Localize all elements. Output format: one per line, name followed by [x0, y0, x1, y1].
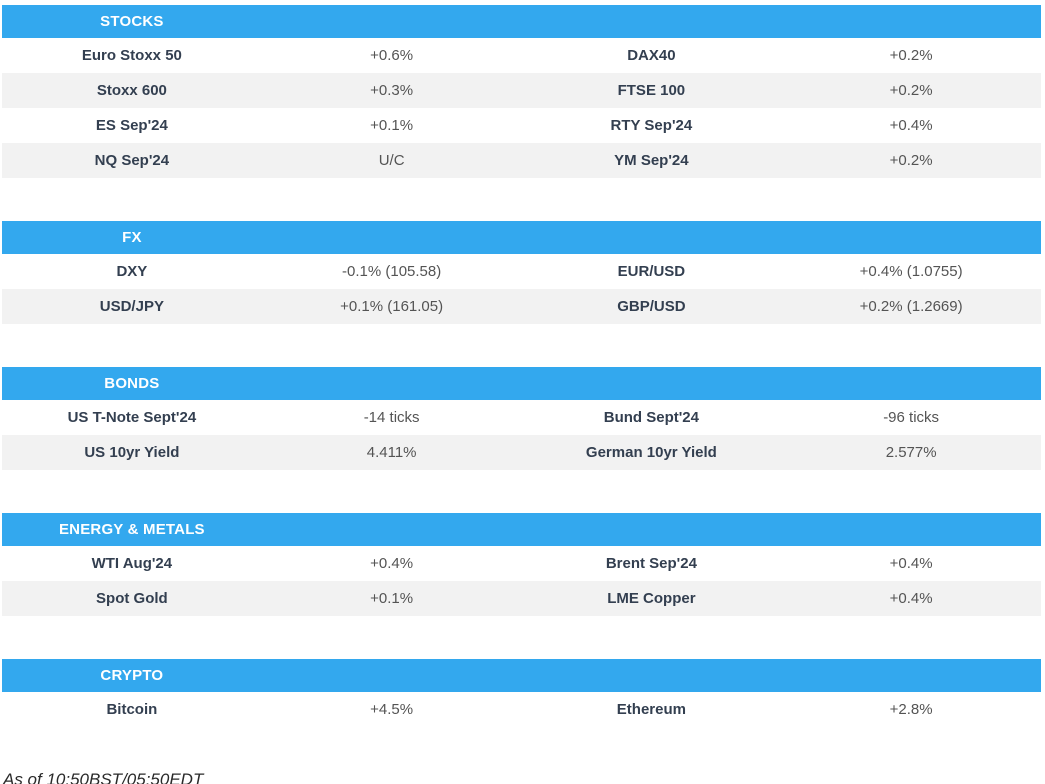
- instrument-label: Euro Stoxx 50: [81, 47, 182, 64]
- instrument-value: +0.6%: [370, 47, 414, 64]
- instrument-value: +0.4%: [889, 555, 933, 572]
- instrument-label: Stoxx 600: [96, 82, 167, 99]
- instrument-label: German 10yr Yield: [585, 444, 717, 461]
- section-energy-metals: ENERGY & METALS WTI Aug'24 +0.4% Brent S…: [2, 513, 1041, 616]
- instrument-value: +4.5%: [370, 701, 414, 718]
- section-header-energy-metals: ENERGY & METALS: [2, 513, 1041, 546]
- instrument-label: ES Sep'24: [95, 117, 168, 134]
- instrument-value: -14 ticks: [363, 409, 420, 426]
- section-crypto: CRYPTO Bitcoin +4.5% Ethereum +2.8%: [2, 659, 1041, 727]
- instrument-label: Bitcoin: [106, 701, 158, 718]
- section-title: ENERGY & METALS: [58, 521, 205, 538]
- instrument-label: Bund Sept'24: [603, 409, 699, 426]
- instrument-value: +0.2%: [889, 152, 933, 169]
- table-row: Euro Stoxx 50 +0.6% DAX40 +0.2%: [2, 38, 1041, 73]
- section-header-crypto: CRYPTO: [2, 659, 1041, 692]
- instrument-label: NQ Sep'24: [94, 152, 170, 169]
- instrument-value: -96 ticks: [883, 409, 940, 426]
- section-title: FX: [122, 229, 142, 246]
- instrument-label: FTSE 100: [617, 82, 686, 99]
- instrument-value: +2.8%: [889, 701, 933, 718]
- instrument-value: 2.577%: [885, 444, 937, 461]
- instrument-value: +0.2%: [889, 82, 933, 99]
- table-row: Spot Gold +0.1% LME Copper +0.4%: [2, 581, 1041, 616]
- instrument-value: +0.2%: [889, 47, 933, 64]
- table-row: Bitcoin +4.5% Ethereum +2.8%: [2, 692, 1041, 727]
- instrument-label: Brent Sep'24: [605, 555, 697, 572]
- instrument-label: Spot Gold: [96, 590, 168, 607]
- instrument-value: +0.4%: [370, 555, 414, 572]
- section-title: STOCKS: [100, 13, 164, 30]
- instrument-label: YM Sep'24: [614, 152, 689, 169]
- instrument-label: Ethereum: [616, 701, 686, 718]
- table-row: WTI Aug'24 +0.4% Brent Sep'24 +0.4%: [2, 546, 1041, 581]
- instrument-label: EUR/USD: [617, 263, 686, 280]
- instrument-label: USD/JPY: [99, 298, 164, 315]
- instrument-value: +0.1%: [370, 117, 414, 134]
- section-header-bonds: BONDS: [2, 367, 1041, 400]
- instrument-value: +0.1% (161.05): [340, 298, 444, 315]
- instrument-label: DAX40: [627, 47, 676, 64]
- section-fx: FX DXY -0.1% (105.58) EUR/USD +0.4% (1.0…: [2, 221, 1041, 324]
- instrument-label: LME Copper: [607, 590, 696, 607]
- instrument-value: +0.3%: [370, 82, 414, 99]
- instrument-label: RTY Sep'24: [610, 117, 693, 134]
- table-row: USD/JPY +0.1% (161.05) GBP/USD +0.2% (1.…: [2, 289, 1041, 324]
- table-row: US 10yr Yield 4.411% German 10yr Yield 2…: [2, 435, 1041, 470]
- table-row: NQ Sep'24 U/C YM Sep'24 +0.2%: [2, 143, 1041, 178]
- instrument-label: US 10yr Yield: [84, 444, 180, 461]
- instrument-value: +0.4% (1.0755): [859, 263, 963, 280]
- table-row: ES Sep'24 +0.1% RTY Sep'24 +0.4%: [2, 108, 1041, 143]
- as-of-timestamp: As of 10:50BST/05:50EDT: [3, 770, 204, 784]
- instrument-value: U/C: [378, 152, 405, 169]
- section-bonds: BONDS US T-Note Sept'24 -14 ticks Bund S…: [2, 367, 1041, 470]
- section-title: BONDS: [104, 375, 160, 392]
- instrument-value: +0.1%: [370, 590, 414, 607]
- table-row: DXY -0.1% (105.58) EUR/USD +0.4% (1.0755…: [2, 254, 1041, 289]
- instrument-label: DXY: [116, 263, 148, 280]
- instrument-value: +0.4%: [889, 117, 933, 134]
- table-row: Stoxx 600 +0.3% FTSE 100 +0.2%: [2, 73, 1041, 108]
- section-header-fx: FX: [2, 221, 1041, 254]
- instrument-value: +0.2% (1.2669): [859, 298, 963, 315]
- instrument-label: GBP/USD: [617, 298, 686, 315]
- instrument-value: 4.411%: [366, 444, 417, 461]
- instrument-label: WTI Aug'24: [91, 555, 173, 572]
- table-row: US T-Note Sept'24 -14 ticks Bund Sept'24…: [2, 400, 1041, 435]
- section-header-stocks: STOCKS: [2, 5, 1041, 38]
- section-title: CRYPTO: [100, 667, 164, 684]
- instrument-value: +0.4%: [889, 590, 933, 607]
- instrument-label: US T-Note Sept'24: [67, 409, 197, 426]
- instrument-value: -0.1% (105.58): [342, 263, 442, 280]
- section-stocks: STOCKS Euro Stoxx 50 +0.6% DAX40 +0.2% S…: [2, 5, 1041, 178]
